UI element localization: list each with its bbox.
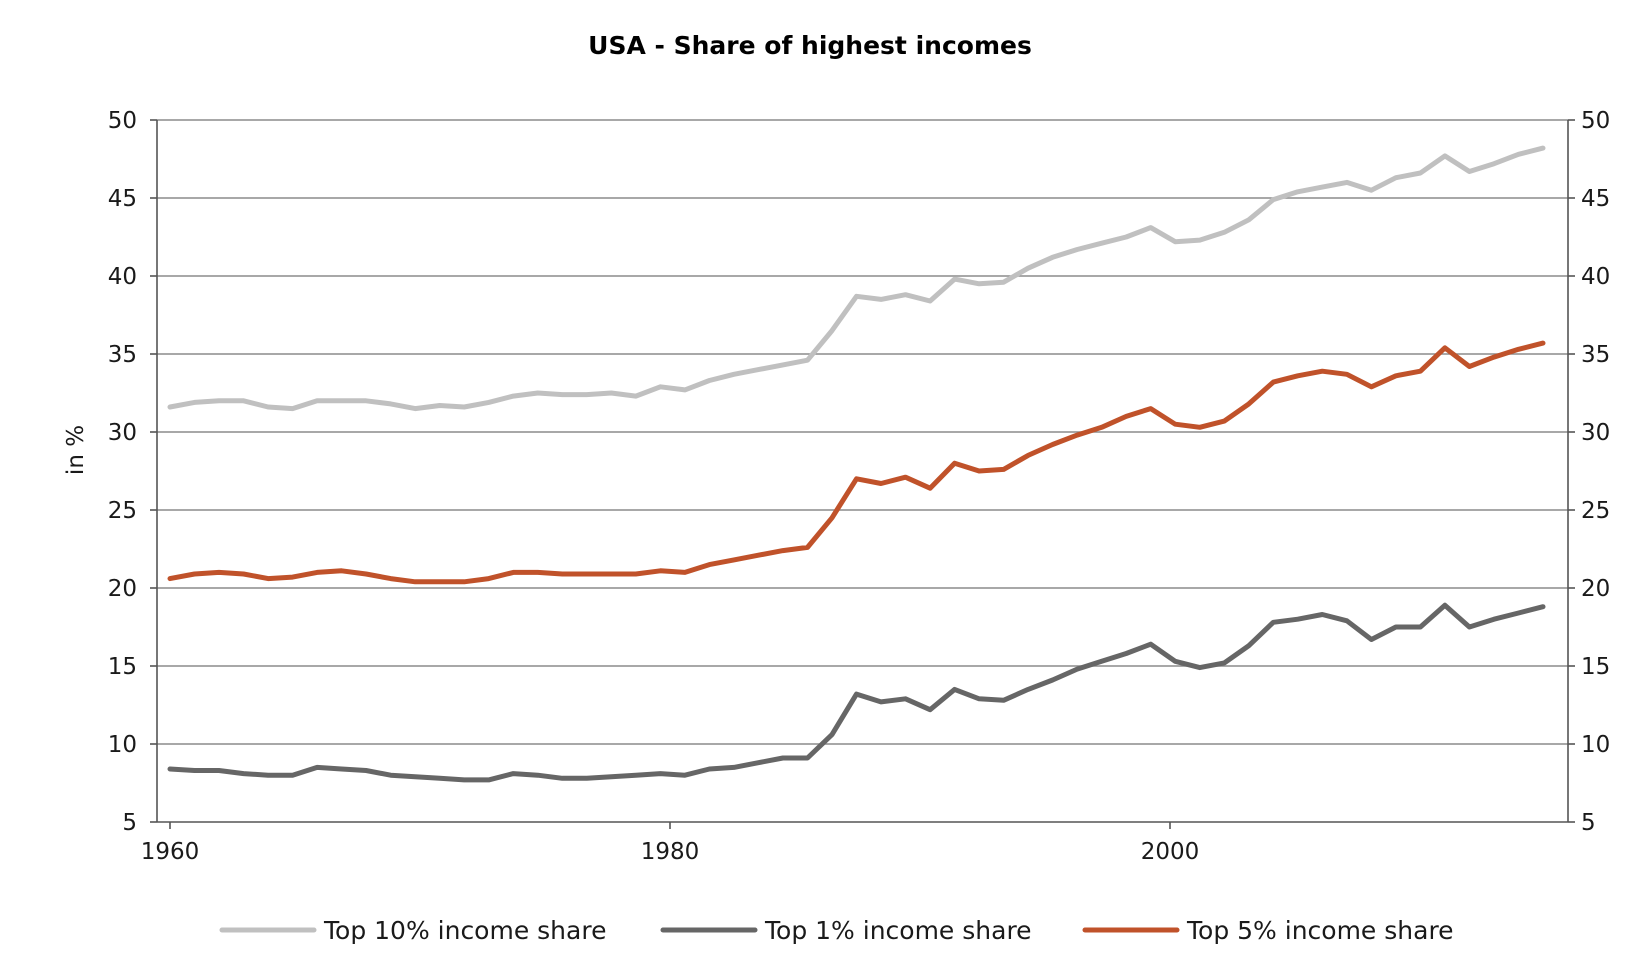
legend-label: Top 5% income share — [1186, 916, 1454, 945]
y-tick-label-right: 10 — [1581, 732, 1610, 758]
series-line-3 — [167, 340, 1546, 585]
y-tick-labels-right: 5 10 15 20 25 30 35 40 45 50 — [1581, 108, 1610, 836]
y-tick-label-right: 20 — [1581, 576, 1610, 602]
y-tick-label-right: 50 — [1581, 108, 1610, 134]
axes — [150, 119, 1575, 829]
x-tick-label: 1980 — [641, 839, 700, 865]
series-line-1 — [167, 145, 1546, 412]
y-tick-label-left: 15 — [108, 654, 137, 680]
y-tick-label-left: 45 — [108, 186, 137, 212]
legend-label: Top 10% income share — [323, 916, 606, 945]
series-line-2 — [167, 602, 1546, 783]
x-tick-labels: 1960 1980 2000 — [141, 839, 1200, 865]
y-tick-label-right: 30 — [1581, 420, 1610, 446]
series-lines — [167, 145, 1546, 783]
y-tick-label-right: 45 — [1581, 186, 1610, 212]
gridlines — [157, 119, 1568, 745]
y-tick-label-left: 40 — [108, 264, 137, 290]
y-axis-label: in % — [63, 425, 89, 475]
x-tick-label: 2000 — [1141, 839, 1200, 865]
y-tick-label-left: 25 — [108, 498, 137, 524]
y-tick-label-left: 20 — [108, 576, 137, 602]
y-tick-label-left: 50 — [108, 108, 137, 134]
y-tick-label-left: 30 — [108, 420, 137, 446]
x-tick-label: 1960 — [141, 839, 200, 865]
y-tick-label-right: 35 — [1581, 342, 1610, 368]
legend: Top 10% income share Top 1% income share T… — [219, 916, 1454, 945]
y-tick-label-left: 10 — [108, 732, 137, 758]
y-tick-label-left: 5 — [122, 810, 137, 836]
y-tick-label-right: 5 — [1581, 810, 1596, 836]
y-tick-label-right: 40 — [1581, 264, 1610, 290]
y-tick-label-right: 25 — [1581, 498, 1610, 524]
y-tick-label-right: 15 — [1581, 654, 1610, 680]
legend-label: Top 1% income share — [764, 916, 1032, 945]
y-tick-labels-left: 5 10 15 20 25 30 35 40 45 50 — [108, 108, 137, 836]
chart-title: USA - Share of highest incomes — [588, 31, 1032, 60]
y-tick-label-left: 35 — [108, 342, 137, 368]
